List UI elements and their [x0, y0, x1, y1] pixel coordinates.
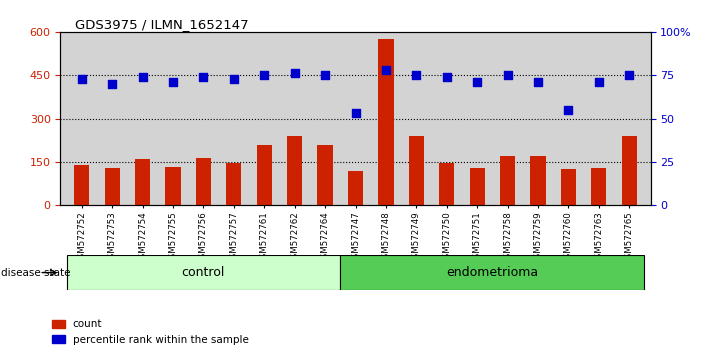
Bar [348, 171, 363, 205]
Bar [166, 167, 181, 205]
Point [533, 79, 544, 85]
Point [137, 74, 149, 80]
Point [289, 71, 300, 76]
Text: GDS3975 / ILMN_1652147: GDS3975 / ILMN_1652147 [75, 18, 248, 31]
Point [624, 73, 635, 78]
Point [411, 73, 422, 78]
Bar [226, 162, 242, 205]
Bar [135, 159, 150, 205]
Bar [287, 136, 302, 205]
Bar [378, 39, 393, 205]
Bar [439, 162, 454, 205]
Bar [257, 144, 272, 205]
Bar [409, 136, 424, 205]
Bar [67, 255, 341, 290]
Bar [621, 136, 637, 205]
Point [471, 79, 483, 85]
Bar [592, 168, 606, 205]
Bar [318, 144, 333, 205]
Text: endometrioma: endometrioma [447, 266, 538, 279]
Point [259, 73, 270, 78]
Point [319, 73, 331, 78]
Legend: count, percentile rank within the sample: count, percentile rank within the sample [48, 315, 253, 349]
Point [593, 79, 604, 85]
Text: control: control [182, 266, 225, 279]
Point [228, 76, 240, 81]
Point [380, 67, 392, 73]
Point [198, 74, 209, 80]
Bar [341, 255, 644, 290]
Point [441, 74, 452, 80]
Point [502, 73, 513, 78]
Point [167, 79, 178, 85]
Point [76, 76, 87, 81]
Bar [530, 156, 545, 205]
Bar [469, 168, 485, 205]
Bar [74, 165, 90, 205]
Point [107, 81, 118, 87]
Bar [561, 169, 576, 205]
Point [350, 110, 361, 116]
Text: disease state: disease state [1, 268, 70, 278]
Point [562, 107, 574, 113]
Bar [105, 168, 119, 205]
Bar [500, 156, 515, 205]
Bar [196, 158, 211, 205]
